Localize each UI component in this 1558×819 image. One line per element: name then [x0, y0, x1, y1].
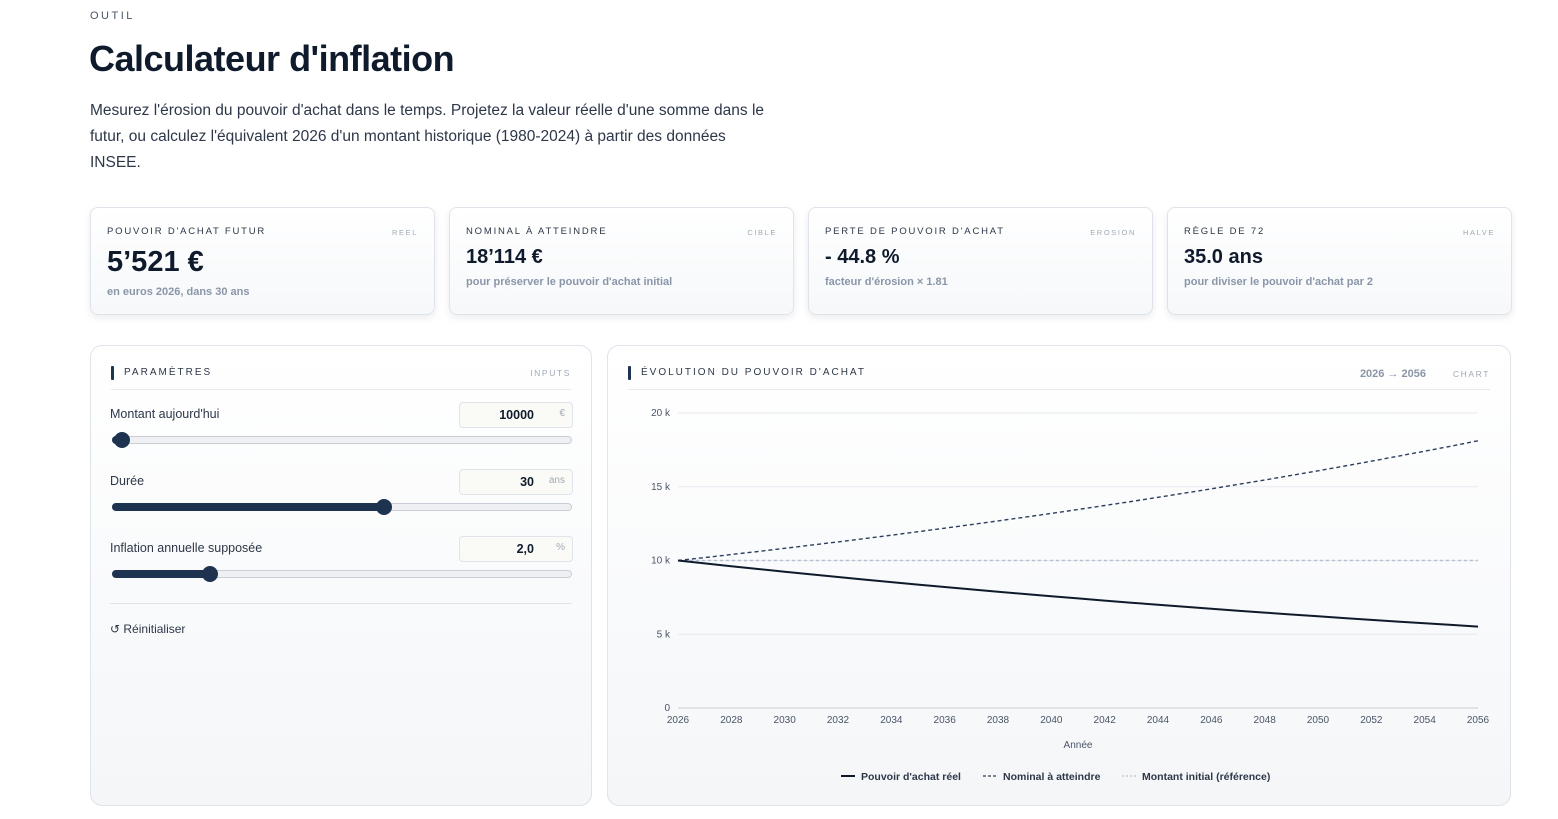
amount-input[interactable]: 10000 €	[459, 402, 573, 428]
x-tick-label: 2028	[720, 715, 743, 726]
x-tick-label: 2056	[1467, 715, 1490, 726]
section-marker	[111, 366, 114, 380]
kpi-subtext: pour diviser le pouvoir d'achat par 2	[1184, 276, 1374, 288]
kpi-label: NOMINAL À ATTEINDRE	[466, 226, 608, 237]
purchasing-power-chart: 0 5 k 10 k 15 k 20 k 2026 2028 2030 2032 2034 2036…	[651, 408, 1490, 783]
kpi-subtext: en euros 2026, dans 30 ans	[107, 286, 250, 298]
duration-slider[interactable]	[112, 499, 572, 515]
duration-input[interactable]: 30 ans	[459, 469, 573, 495]
inflation-label: Inflation annuelle supposée	[110, 541, 263, 555]
duration-label: Durée	[110, 474, 145, 488]
inflation-slider[interactable]	[112, 566, 572, 582]
legend-label: Montant initial (référence)	[1142, 771, 1270, 783]
x-tick-label: 2048	[1254, 715, 1277, 726]
x-axis-label: Année	[1064, 740, 1093, 751]
x-tick-label: 2026	[667, 715, 690, 726]
x-tick-label: 2036	[934, 715, 957, 726]
kpi-subtext: pour préserver le pouvoir d'achat initia…	[466, 276, 673, 288]
parameters-header: PARAMÈTRES INPUTS	[111, 366, 571, 390]
x-tick-label: 2034	[880, 715, 903, 726]
slider-fill	[112, 503, 384, 511]
kpi-label: RÈGLE DE 72	[1184, 226, 1266, 237]
kpi-label: PERTE DE POUVOIR D'ACHAT	[825, 226, 1005, 237]
x-tick-label: 2054	[1414, 715, 1437, 726]
series-line-1	[677, 440, 1479, 562]
percent-unit: %	[556, 542, 565, 553]
y-tick-label: 15 k	[651, 482, 671, 493]
x-tick-label: 2040	[1040, 715, 1063, 726]
x-tick-label: 2032	[827, 715, 850, 726]
kpi-value: - 44.8 %	[825, 246, 900, 268]
kpi-label: POUVOIR D'ACHAT FUTUR	[107, 226, 267, 237]
slider-thumb[interactable]	[114, 432, 131, 448]
y-tick-label: 5 k	[657, 629, 671, 640]
kpi-tag: HALVE	[1462, 228, 1495, 237]
y-tick-label: 0	[664, 703, 670, 714]
kpi-tag: EROSION	[1090, 228, 1136, 237]
x-tick-label: 2046	[1200, 715, 1223, 726]
kpi-card-rule-of-72: RÈGLE DE 72 HALVE 35.0 ans pour diviser …	[1167, 207, 1512, 315]
kpi-subtext: facteur d'érosion × 1.81	[825, 276, 948, 288]
divider	[110, 603, 572, 604]
parameters-panel: PARAMÈTRES INPUTS Montant aujourd'hui 10…	[90, 345, 592, 806]
chart-panel: ÉVOLUTION DU POUVOIR D'ACHAT 2026 → 2056…	[607, 345, 1511, 806]
page-description: Mesurez l'érosion du pouvoir d'achat dan…	[90, 102, 765, 171]
chart-range: 2026 → 2056	[1359, 368, 1426, 380]
amount-value: 10000	[499, 408, 534, 422]
years-unit: ans	[548, 475, 565, 486]
y-tick-label: 20 k	[651, 408, 671, 419]
kpi-tag: CIBLE	[747, 228, 777, 237]
section-marker	[628, 366, 631, 380]
x-tick-label: 2038	[987, 715, 1010, 726]
amount-slider[interactable]	[112, 432, 572, 448]
legend-label: Pouvoir d'achat réel	[861, 771, 961, 783]
kpi-tag: REEL	[392, 228, 418, 237]
chart-header: ÉVOLUTION DU POUVOIR D'ACHAT 2026 → 2056…	[628, 366, 1490, 390]
legend-label: Nominal à atteindre	[1003, 771, 1101, 783]
series-line-0	[677, 559, 1479, 628]
x-tick-label: 2052	[1360, 715, 1383, 726]
chart-title: ÉVOLUTION DU POUVOIR D'ACHAT	[641, 367, 866, 378]
parameters-title: PARAMÈTRES	[124, 367, 213, 378]
kpi-card-future-purchasing-power: POUVOIR D'ACHAT FUTUR REEL 5’521 € en eu…	[90, 207, 435, 315]
kpi-value: 5’521 €	[107, 246, 204, 278]
slider-thumb[interactable]	[201, 566, 218, 582]
slider-fill	[112, 570, 209, 578]
page-title: Calculateur d'inflation	[89, 38, 455, 79]
x-tick-label: 2050	[1307, 715, 1330, 726]
kpi-value: 18’114 €	[466, 246, 543, 268]
reset-button[interactable]: ↺ Réinitialiser	[110, 622, 186, 636]
inflation-value: 2,0	[516, 542, 534, 556]
euro-unit: €	[559, 408, 565, 419]
inflation-input[interactable]: 2,0 %	[459, 536, 573, 562]
duration-value: 30	[520, 475, 534, 489]
chart-tag: CHART	[1452, 369, 1490, 379]
slider-thumb[interactable]	[376, 499, 393, 515]
x-tick-label: 2044	[1147, 715, 1170, 726]
kpi-card-purchasing-power-loss: PERTE DE POUVOIR D'ACHAT EROSION - 44.8 …	[808, 207, 1153, 315]
page-eyebrow: OUTIL	[90, 10, 135, 22]
x-tick-label: 2042	[1094, 715, 1117, 726]
amount-label: Montant aujourd'hui	[110, 407, 220, 421]
y-tick-label: 10 k	[651, 556, 671, 567]
kpi-card-nominal-target: NOMINAL À ATTEINDRE CIBLE 18’114 € pour …	[449, 207, 794, 315]
parameters-tag: INPUTS	[530, 368, 571, 378]
kpi-value: 35.0 ans	[1184, 246, 1263, 268]
x-tick-label: 2030	[774, 715, 797, 726]
